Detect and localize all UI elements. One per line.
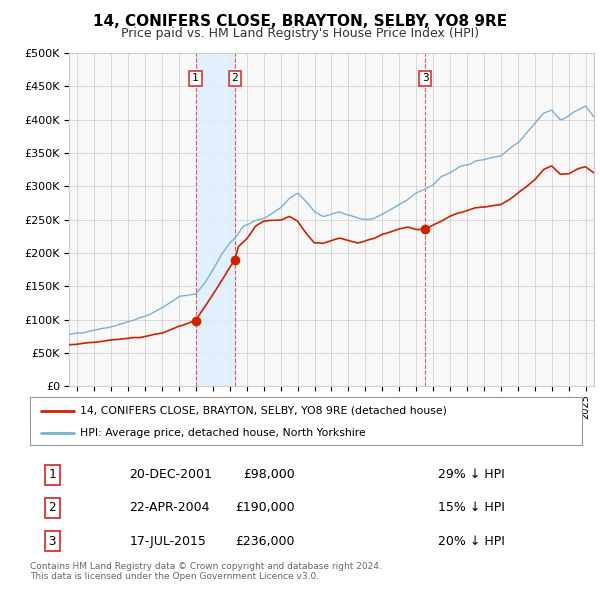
- Bar: [196, 53, 235, 386]
- Text: 20-DEC-2001: 20-DEC-2001: [130, 468, 212, 481]
- Text: 1: 1: [49, 468, 56, 481]
- Text: Price paid vs. HM Land Registry's House Price Index (HPI): Price paid vs. HM Land Registry's House …: [121, 27, 479, 40]
- Text: 22-APR-2004: 22-APR-2004: [130, 502, 210, 514]
- Text: Contains HM Land Registry data © Crown copyright and database right 2024.
This d: Contains HM Land Registry data © Crown c…: [30, 562, 382, 581]
- Text: 15% ↓ HPI: 15% ↓ HPI: [439, 502, 505, 514]
- Text: 14, CONIFERS CLOSE, BRAYTON, SELBY, YO8 9RE (detached house): 14, CONIFERS CLOSE, BRAYTON, SELBY, YO8 …: [80, 405, 446, 415]
- Text: HPI: Average price, detached house, North Yorkshire: HPI: Average price, detached house, Nort…: [80, 428, 365, 438]
- Text: 17-JUL-2015: 17-JUL-2015: [130, 535, 206, 548]
- Text: 2: 2: [232, 73, 238, 83]
- Text: £190,000: £190,000: [235, 502, 295, 514]
- Text: 20% ↓ HPI: 20% ↓ HPI: [439, 535, 505, 548]
- Text: £98,000: £98,000: [243, 468, 295, 481]
- Text: 2: 2: [49, 502, 56, 514]
- Text: 3: 3: [422, 73, 428, 83]
- Text: 1: 1: [192, 73, 199, 83]
- Text: £236,000: £236,000: [235, 535, 295, 548]
- Text: 29% ↓ HPI: 29% ↓ HPI: [439, 468, 505, 481]
- Text: 14, CONIFERS CLOSE, BRAYTON, SELBY, YO8 9RE: 14, CONIFERS CLOSE, BRAYTON, SELBY, YO8 …: [93, 14, 507, 29]
- Text: 3: 3: [49, 535, 56, 548]
